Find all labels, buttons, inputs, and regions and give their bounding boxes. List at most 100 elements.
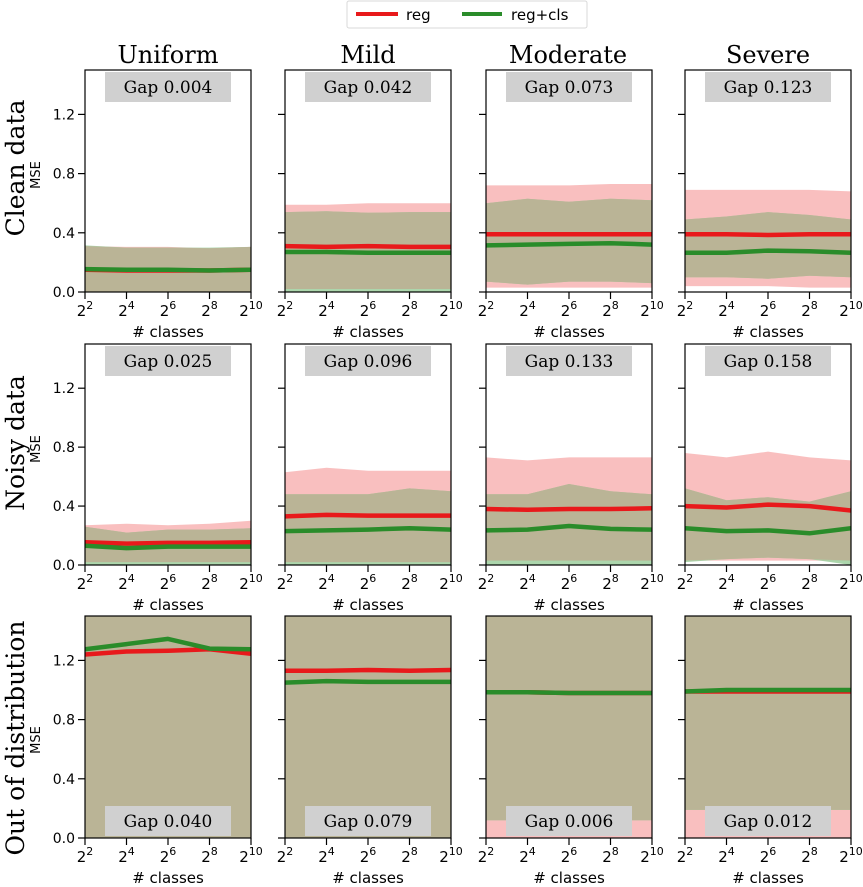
ylabel-row-0: MSE — [29, 161, 44, 189]
panel-r0c1: Gap 0.042 22 24 26 28 210 # classes — [277, 69, 463, 341]
xtick-label-r0c3-3: 28 — [801, 299, 818, 320]
reg-line-r0c3 — [685, 232, 851, 238]
ylabels: MSE MSE MSE — [29, 161, 44, 754]
xtick-label-r1c1-1: 24 — [318, 572, 335, 593]
cls-line-r2c3 — [685, 687, 851, 694]
ytick-label-r2c0-2: 0.8 — [53, 713, 75, 729]
gap-box-r1c1 — [305, 346, 431, 376]
gap-label-r2c0: Gap 0.040 — [124, 812, 213, 832]
xlabel-r0c0: # classes — [132, 323, 204, 341]
cls-line-r0c3 — [685, 248, 851, 256]
xtick-label-r2c3-2: 26 — [760, 845, 777, 866]
xtick-label-r2c2-1: 24 — [519, 845, 536, 866]
overlap-band-r0c1 — [285, 211, 451, 289]
ylabel-row-1: MSE — [29, 435, 44, 463]
overlap-band-r1c3 — [685, 488, 851, 561]
row-title-clean: Clean data — [1, 100, 30, 237]
reg-line-r1c3 — [685, 502, 851, 513]
legend: reg reg+cls — [346, 0, 588, 29]
cls-line-r0c1 — [285, 249, 451, 256]
legend-cls-label: reg+cls — [511, 6, 569, 24]
row-titles: Clean data Noisy data Out of distributio… — [1, 100, 30, 856]
xtick-label-r2c0-2: 26 — [160, 845, 177, 866]
xtick-label-r2c0-4: 210 — [239, 845, 263, 866]
xtick-label-r2c3-1: 24 — [718, 845, 735, 866]
ytick-label-r1c0-3: 1.2 — [53, 381, 75, 397]
xtick-label-r1c3-3: 28 — [801, 572, 818, 593]
overlap-band-r0c3 — [685, 212, 851, 279]
gap-box-r1c0 — [105, 346, 231, 376]
plot-area-r0c2 — [486, 184, 652, 288]
ytick-label-r1c0-1: 0.4 — [53, 499, 75, 515]
xtick-label-r2c3-4: 210 — [839, 845, 863, 866]
xtick-label-r1c1-0: 22 — [277, 572, 294, 593]
reg-line-r1c2 — [486, 506, 652, 513]
xtick-label-r0c1-0: 22 — [277, 299, 294, 320]
xtick-label-r0c3-2: 26 — [760, 299, 777, 320]
gap-box-r2c3 — [705, 806, 831, 836]
xtick-label-r0c3-1: 24 — [718, 299, 735, 320]
ytick-label-r1c0-0: 0.0 — [53, 558, 75, 574]
plot-area-r2c2 — [486, 616, 652, 838]
cls-line-r2c2 — [486, 689, 652, 696]
xtick-label-r0c3-4: 210 — [839, 299, 863, 320]
xlabel-r1c3: # classes — [732, 596, 804, 614]
plot-area-r0c3 — [685, 189, 851, 288]
xtick-label-r2c2-2: 26 — [561, 845, 578, 866]
gap-box-r0c3 — [705, 72, 831, 102]
column-titles: Uniform Mild Moderate Severe — [118, 41, 811, 69]
gap-label-r1c3: Gap 0.158 — [724, 352, 813, 372]
cls-line-r1c0 — [85, 543, 251, 551]
xlabel-r2c3: # classes — [732, 869, 804, 887]
xtick-label-r0c0-3: 28 — [201, 299, 218, 320]
gap-box-r0c1 — [305, 72, 431, 102]
panel-r1c3: Gap 0.158 22 24 26 28 210 # classes — [677, 343, 863, 614]
legend-reg-label: reg — [406, 6, 431, 24]
ytick-label-r1c0-2: 0.8 — [53, 440, 75, 456]
xtick-label-r0c3-0: 22 — [677, 299, 694, 320]
overlap-band-r2c1 — [285, 616, 451, 838]
xlabel-r2c0: # classes — [132, 869, 204, 887]
panel-r2c0: Gap 0.040 0.0 0.4 0.8 1.2 22 24 26 28 210 # classe… — [53, 615, 263, 887]
gap-label-r2c3: Gap 0.012 — [724, 812, 813, 832]
cls-line-r0c0 — [85, 266, 251, 273]
gap-box-r2c1 — [305, 806, 431, 836]
panel-r1c0: Gap 0.025 0.0 0.4 0.8 1.2 22 24 26 28 210 # classe… — [53, 343, 263, 614]
xtick-label-r2c2-0: 22 — [478, 845, 495, 866]
xtick-label-r1c0-1: 24 — [118, 572, 135, 593]
plot-area-r2c1 — [285, 616, 451, 838]
xtick-label-r1c1-3: 28 — [401, 572, 418, 593]
gap-box-r1c3 — [705, 346, 831, 376]
plot-area-r0c0 — [85, 245, 251, 292]
overlap-band-r1c2 — [486, 484, 652, 561]
column-title-moderate: Moderate — [509, 41, 627, 69]
reg-line-r0c1 — [285, 243, 451, 250]
xtick-label-r2c3-3: 28 — [801, 845, 818, 866]
panel-r2c2: Gap 0.006 22 24 26 28 210 # classes — [478, 615, 664, 887]
gap-label-r1c0: Gap 0.025 — [124, 352, 213, 372]
panel-r0c0: Gap 0.004 0.0 0.4 0.8 1.2 22 24 26 28 210 # classe… — [53, 69, 263, 341]
xtick-label-r2c0-0: 22 — [77, 845, 94, 866]
reg-line-r1c1 — [285, 512, 451, 519]
xtick-label-r0c2-1: 24 — [519, 299, 536, 320]
gap-box-r2c2 — [506, 806, 632, 836]
panel-r2c3: Gap 0.012 22 24 26 28 210 # classes — [677, 615, 863, 887]
gap-box-r0c2 — [506, 72, 632, 102]
overlap-band-r1c1 — [285, 488, 451, 563]
overlap-band-r2c3 — [685, 616, 851, 810]
xtick-label-r0c2-0: 22 — [478, 299, 495, 320]
ytick-label-r0c0-0: 0.0 — [53, 285, 75, 301]
gap-box-r0c0 — [105, 72, 231, 102]
panel-r1c1: Gap 0.096 22 24 26 28 210 # classes — [277, 343, 463, 614]
gap-label-r2c2: Gap 0.006 — [525, 812, 614, 832]
ytick-label-r2c0-3: 1.2 — [53, 653, 75, 669]
xtick-label-r0c0-1: 24 — [118, 299, 135, 320]
xtick-label-r2c1-0: 22 — [277, 845, 294, 866]
xtick-label-r1c3-2: 26 — [760, 572, 777, 593]
ytick-label-r0c0-2: 0.8 — [53, 167, 75, 183]
panel-r2c1: Gap 0.079 22 24 26 28 210 # classes — [277, 615, 463, 887]
row-title-noisy: Noisy data — [1, 375, 30, 511]
xtick-label-r2c0-1: 24 — [118, 845, 135, 866]
xtick-label-r1c0-2: 26 — [160, 572, 177, 593]
